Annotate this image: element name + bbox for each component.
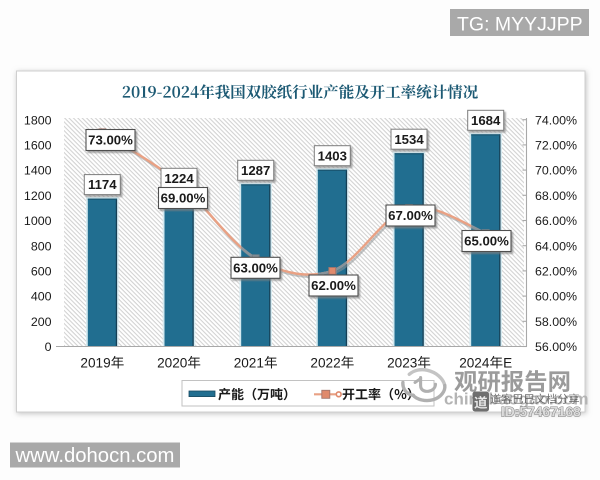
svg-text:400: 400 [31,290,52,304]
svg-text:62.00%: 62.00% [311,278,356,293]
svg-text:TG: MYYJJPP: TG: MYYJJPP [457,14,583,36]
svg-text:63.00%: 63.00% [233,261,278,276]
svg-text:1200: 1200 [24,189,52,203]
svg-text:1403: 1403 [318,148,347,163]
svg-text:www.dohocn.com: www.dohocn.com [15,445,175,467]
svg-text:1800: 1800 [24,113,52,127]
svg-text:56.00%: 56.00% [535,340,577,354]
svg-text:2019: 2019 [80,355,110,370]
svg-text:0: 0 [45,340,52,354]
svg-text:1000: 1000 [24,214,52,228]
svg-text:64.00%: 64.00% [535,239,577,253]
svg-text:66.00%: 66.00% [535,214,577,228]
svg-text:E: E [503,355,512,370]
svg-text:200: 200 [31,315,52,329]
svg-text:1400: 1400 [24,164,52,178]
svg-text:800: 800 [31,239,52,253]
svg-text:70.00%: 70.00% [535,164,577,178]
svg-text:62.00%: 62.00% [535,265,577,279]
svg-text:72.00%: 72.00% [535,139,577,153]
svg-text:2021: 2021 [234,355,264,370]
svg-text:73.00%: 73.00% [88,133,133,148]
svg-text:1224: 1224 [164,171,194,186]
svg-text:68.00%: 68.00% [535,189,577,203]
svg-text:600: 600 [31,265,52,279]
svg-text:1287: 1287 [241,163,270,178]
svg-text:1684: 1684 [471,113,501,128]
svg-text:58.00%: 58.00% [535,315,577,329]
svg-text:2020: 2020 [157,355,188,370]
svg-text:1174: 1174 [88,177,117,192]
svg-text:2022: 2022 [310,355,340,370]
svg-text:1534: 1534 [394,132,424,147]
svg-text:ID:57467168: ID:57467168 [501,405,581,420]
svg-text:69.00%: 69.00% [161,191,206,206]
svg-text:2024: 2024 [459,355,490,370]
svg-text:74.00%: 74.00% [535,113,577,127]
svg-text:2023: 2023 [387,355,417,370]
svg-text:1600: 1600 [24,139,52,153]
svg-text:67.00%: 67.00% [388,208,433,223]
svg-text:60.00%: 60.00% [535,290,577,304]
svg-text:65.00%: 65.00% [464,234,509,249]
